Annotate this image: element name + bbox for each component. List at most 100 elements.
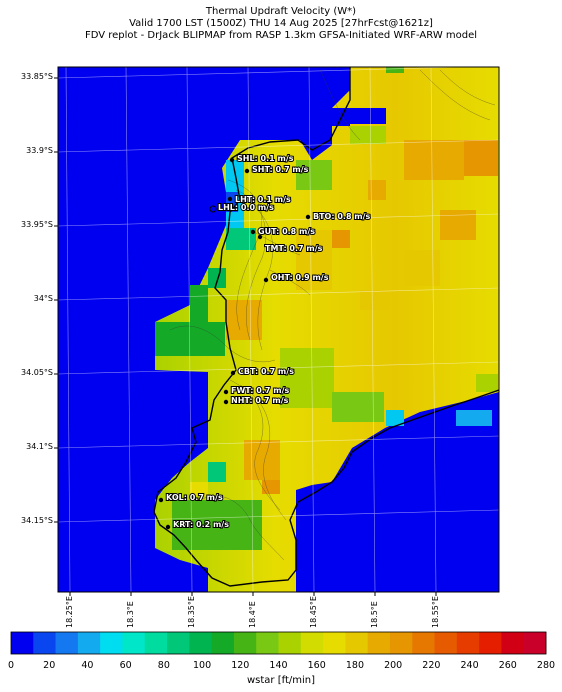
orange-patch [332, 230, 350, 248]
station-label-lht: LHT: 0.1 m/s [235, 195, 291, 204]
orange-patch [296, 230, 332, 290]
green-patch [280, 348, 334, 408]
station-label-bto: BTO: 0.8 m/s [313, 212, 371, 221]
lat-label: 34.1°S [26, 442, 53, 451]
colorbar-tick: 240 [460, 660, 479, 671]
green-patch [208, 268, 226, 288]
lat-label: 33.95°S [21, 220, 53, 229]
colorbar-swatch [77, 632, 101, 654]
orange-patch [226, 300, 262, 340]
station-dot-gut[interactable] [250, 229, 256, 235]
station-dot-lht[interactable] [227, 196, 233, 202]
colorbar-swatch [211, 632, 235, 654]
station-dot-shl[interactable] [229, 157, 235, 163]
lon-label: 18.3°E [126, 601, 135, 628]
green-patch [476, 374, 498, 392]
map-plot-area: SHL: 0.1 m/s SHT: 0.7 m/s LHT: 0.1 m/s L… [58, 67, 499, 592]
station-dot-kol[interactable] [158, 497, 164, 503]
green-patch [190, 285, 208, 325]
coastline [153, 67, 499, 587]
station-dot-sht[interactable] [244, 168, 250, 174]
lat-tick-marks [54, 77, 58, 523]
colorbar-swatch [389, 632, 413, 654]
colorbar-swatch [456, 632, 480, 654]
colorbar-tick: 160 [307, 660, 326, 671]
station-label-krt: KRT: 0.2 m/s [173, 520, 229, 529]
lat-label: 34.05°S [21, 368, 53, 377]
colorbar-frame [10, 631, 547, 655]
map-frame [57, 66, 500, 593]
cyan-patch [456, 410, 492, 426]
lon-label: 18.25°E [65, 596, 74, 628]
colorbar-tick: 20 [43, 660, 56, 671]
title-line-2: Valid 1700 LST (1500Z) THU 14 Aug 2025 [… [129, 18, 433, 29]
lat-label: 33.9°S [26, 146, 53, 155]
station-dot-bto[interactable] [305, 214, 311, 220]
orange-patch [262, 480, 280, 494]
orange-patch [404, 250, 440, 286]
station-label-fwt: FWT: 0.7 m/s [231, 386, 290, 395]
station-dot-lhl[interactable] [209, 205, 217, 213]
green-patch [296, 160, 332, 190]
colorbar-swatch [278, 632, 302, 654]
colorbar-swatch [412, 632, 435, 654]
title-line-3: FDV replot - DrJack BLIPMAP from RASP 1.… [84, 30, 478, 41]
colorbar-swatch [144, 632, 168, 654]
colorbar-tick: 60 [119, 660, 132, 671]
station-label-shl: SHL: 0.1 m/s [237, 154, 294, 163]
green-patch [226, 228, 256, 250]
chart-title-block: Thermal Updraft Velocity (W*) Valid 1700… [0, 6, 562, 42]
yellow-patch [190, 482, 208, 496]
colorbar-swatch [189, 632, 213, 654]
colorbar-swatch [100, 632, 123, 654]
colorbar-swatch [367, 632, 391, 654]
green-patch [332, 392, 384, 422]
colorbar-swatch [167, 632, 190, 654]
colorbar-swatch [345, 632, 369, 654]
lon-label: 18.5°E [370, 601, 379, 628]
colorbar-tick: 40 [81, 660, 94, 671]
colorbar-label: wstar [ft/min] [246, 675, 316, 686]
colorbar-swatch [479, 632, 502, 654]
station-dot-tmt[interactable] [257, 234, 263, 240]
station-dot-nht[interactable] [223, 399, 229, 405]
lat-label: 34°S [33, 294, 53, 303]
lon-label: 18.35°E [187, 596, 196, 628]
orange-patch [464, 140, 498, 176]
lat-label: 34.15°S [21, 516, 53, 525]
station-label-lhl: LHL: 0.0 m/s [218, 203, 274, 212]
colorbar-tick: 200 [384, 660, 403, 671]
station-label-sht: SHT: 0.7 m/s [252, 165, 309, 174]
orange-patch [244, 440, 280, 480]
green-patch [208, 462, 226, 482]
lon-tick-marks [69, 592, 437, 596]
station-label-cbt: CBT: 0.7 m/s [238, 367, 294, 376]
colorbar-swatch [256, 632, 279, 654]
orange-patch [360, 290, 390, 310]
colorbar-tick: 220 [422, 660, 441, 671]
colorbar [11, 632, 547, 654]
colorbar-swatch [33, 632, 56, 654]
colorbar-swatch [323, 632, 346, 654]
lat-label: 33.85°S [21, 72, 53, 81]
colorbar-tick: 120 [231, 660, 250, 671]
colorbar-tick: 260 [498, 660, 517, 671]
green-patch [386, 67, 404, 73]
station-label-gut: GUT: 0.8 m/s [258, 227, 315, 236]
colorbar-tick: 80 [157, 660, 170, 671]
station-dot-krt[interactable] [165, 524, 171, 530]
station-label-oht: OHT: 0.9 m/s [271, 273, 329, 282]
station-dot-fwt[interactable] [223, 389, 229, 395]
colorbar-swatch [55, 632, 79, 654]
station-dot-cbt[interactable] [230, 370, 236, 376]
terrain-contours [169, 69, 496, 561]
colorbar-tick: 180 [345, 660, 364, 671]
colorbar-swatch [233, 632, 257, 654]
orange-patch [404, 140, 464, 180]
colorbar-tick: 0 [7, 660, 15, 671]
lon-label: 18.45°E [309, 596, 318, 628]
station-dot-oht[interactable] [263, 277, 269, 283]
ocean-patch [350, 108, 386, 124]
graticule [58, 67, 499, 592]
